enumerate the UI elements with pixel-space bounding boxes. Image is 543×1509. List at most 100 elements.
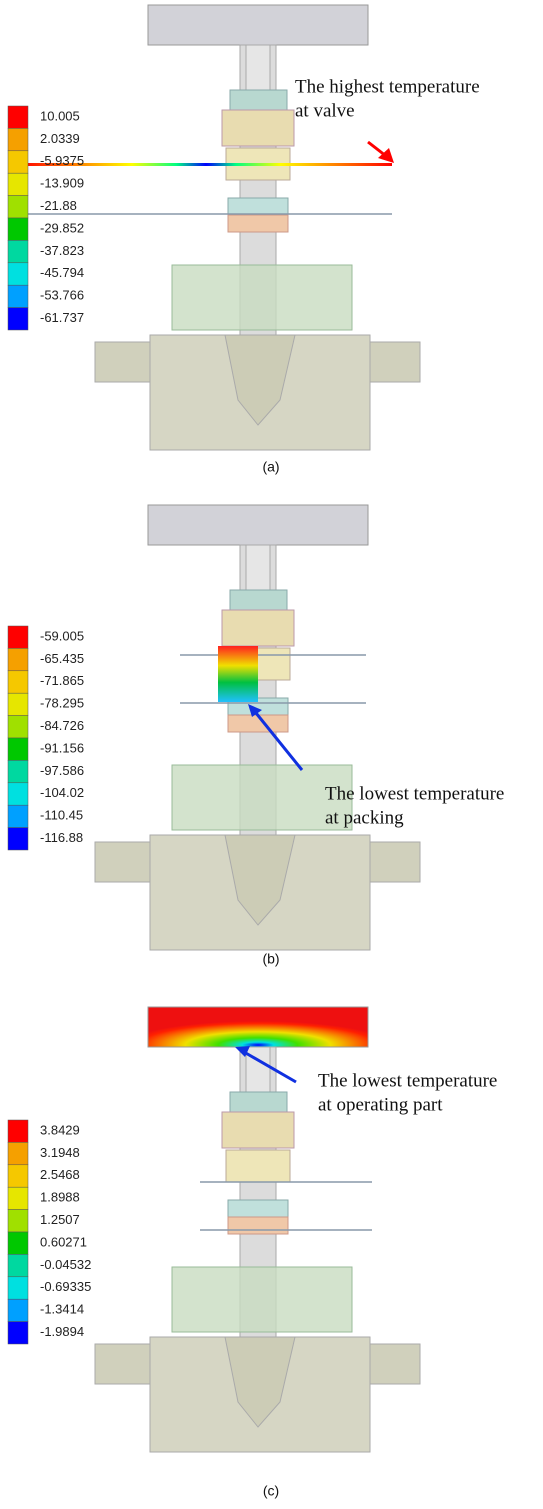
legend-swatch <box>7 1276 29 1300</box>
legend-label: -61.737 <box>40 310 84 325</box>
ring-1 <box>227 1199 289 1218</box>
legend-swatch <box>7 307 29 331</box>
caption: (a) <box>262 459 279 475</box>
arrow-head <box>248 704 262 717</box>
legend-swatch <box>7 172 29 196</box>
pipe-left <box>94 341 151 383</box>
seat-cone <box>224 1336 296 1428</box>
legend-swatch <box>7 128 29 152</box>
pipe-right <box>369 841 421 883</box>
handle <box>147 4 369 46</box>
legend-label: -53.766 <box>40 288 84 303</box>
bonnet <box>171 764 353 831</box>
legend-label: 2.5468 <box>40 1167 80 1182</box>
ring-2 <box>227 1216 289 1235</box>
legend-label: 1.2507 <box>40 1212 80 1227</box>
pipe-right <box>369 341 421 383</box>
legend-swatch <box>7 782 29 806</box>
legend-swatch <box>7 715 29 739</box>
legend-label: -91.156 <box>40 740 84 755</box>
legend-swatch <box>7 1209 29 1233</box>
legend-label: 3.8429 <box>40 1122 80 1137</box>
legend-swatch <box>7 105 29 129</box>
legend-swatch <box>7 217 29 241</box>
annotation: The lowest temperature <box>325 783 504 804</box>
legend-label: -37.823 <box>40 243 84 258</box>
legend-label: -97.586 <box>40 763 84 778</box>
packing <box>225 1149 291 1183</box>
gland-nut <box>221 109 295 147</box>
legend-swatch <box>7 1231 29 1255</box>
annotation: at operating part <box>318 1094 443 1115</box>
legend-swatch <box>7 737 29 761</box>
arrow-head <box>378 148 394 163</box>
legend-label: -59.005 <box>40 628 84 643</box>
legend-swatch <box>7 804 29 828</box>
valve <box>94 1006 421 1453</box>
legend-label: -0.69335 <box>40 1279 91 1294</box>
legend-swatch <box>7 1119 29 1143</box>
legend-label: -104.02 <box>40 785 84 800</box>
legend-swatch <box>7 760 29 784</box>
arrow <box>243 1050 297 1084</box>
seat-cone <box>224 334 296 426</box>
gland-nut <box>221 609 295 647</box>
legend-label: -5.9375 <box>40 153 84 168</box>
legend-label: -21.88 <box>40 198 77 213</box>
legend-label: -1.3414 <box>40 1302 84 1317</box>
gland <box>229 589 288 611</box>
packing-heat <box>218 646 258 702</box>
stem-top <box>245 544 271 591</box>
legend-label: -65.435 <box>40 651 84 666</box>
seat-cone <box>224 834 296 926</box>
arrow-head <box>235 1046 250 1057</box>
legend-label: -0.04532 <box>40 1257 91 1272</box>
pipe-right <box>369 1343 421 1385</box>
legend-label: -29.852 <box>40 220 84 235</box>
handle <box>147 1006 369 1048</box>
gland <box>229 1091 288 1113</box>
ring-1 <box>227 197 289 216</box>
legend-label: -78.295 <box>40 696 84 711</box>
legend-swatch <box>7 284 29 308</box>
legend-swatch <box>7 692 29 716</box>
legend-swatch <box>7 1186 29 1210</box>
legend-label: -13.909 <box>40 176 84 191</box>
pipe-left <box>94 841 151 883</box>
legend-swatch <box>7 1142 29 1166</box>
legend-swatch <box>7 827 29 851</box>
arrow <box>254 712 304 771</box>
gland <box>229 89 288 111</box>
legend-label: 10.005 <box>40 108 80 123</box>
annotation: The highest temperature <box>295 76 480 97</box>
legend-swatch <box>7 195 29 219</box>
legend-label: -116.88 <box>40 830 83 845</box>
legend-label: 3.1948 <box>40 1145 80 1160</box>
caption: (c) <box>263 1483 279 1499</box>
bonnet <box>171 1266 353 1333</box>
legend-label: 2.0339 <box>40 131 80 146</box>
legend-swatch <box>7 262 29 286</box>
legend-label: -84.726 <box>40 718 84 733</box>
legend-label: -1.9894 <box>40 1324 84 1339</box>
legend-swatch <box>7 1298 29 1322</box>
caption: (b) <box>262 951 279 967</box>
bonnet <box>171 264 353 331</box>
ring-2 <box>227 214 289 233</box>
legend-swatch <box>7 625 29 649</box>
annotation: at packing <box>325 807 404 828</box>
valve <box>94 4 421 451</box>
stem-top <box>245 44 271 91</box>
legend-label: 1.8988 <box>40 1190 80 1205</box>
legend-swatch <box>7 1254 29 1278</box>
legend-swatch <box>7 648 29 672</box>
legend-swatch <box>7 240 29 264</box>
legend-label: -71.865 <box>40 673 84 688</box>
legend-label: -45.794 <box>40 265 84 280</box>
handle <box>147 504 369 546</box>
legend-swatch <box>7 150 29 174</box>
valve <box>94 504 421 951</box>
hot-line <box>20 163 392 166</box>
gland-nut <box>221 1111 295 1149</box>
